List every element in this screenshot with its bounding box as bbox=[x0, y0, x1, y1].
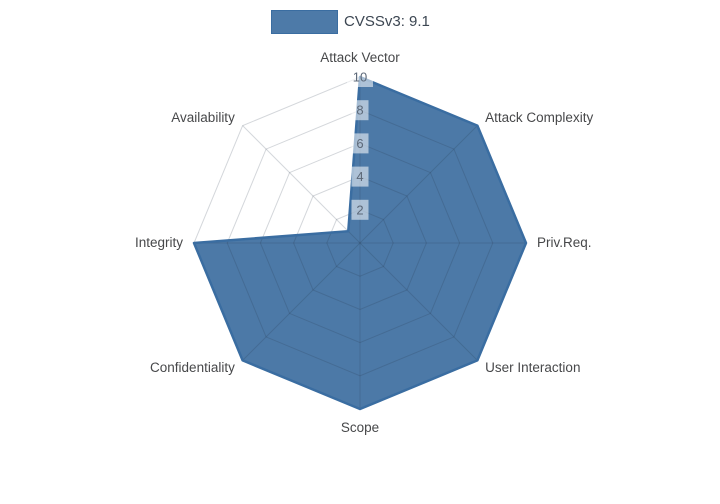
legend-label: CVSSv3: 9.1 bbox=[344, 13, 430, 30]
radial-tick: 4 bbox=[351, 166, 369, 187]
axis-label-confidentiality: Confidentiality bbox=[150, 360, 235, 375]
grid-ring bbox=[293, 176, 427, 310]
axis-label-availability: Availability bbox=[171, 110, 235, 125]
radial-tick-label: 2 bbox=[356, 202, 363, 217]
axis-label-attack-complexity: Attack Complexity bbox=[485, 110, 593, 125]
legend-swatch bbox=[271, 10, 338, 34]
series-outline bbox=[192, 75, 528, 411]
series-fill-polygon bbox=[194, 77, 526, 409]
grid-spoke bbox=[359, 125, 478, 244]
radial-tick-label: 6 bbox=[356, 136, 363, 151]
legend-item[interactable]: CVSSv3: 9.1 bbox=[271, 10, 430, 34]
radial-tick-label: 8 bbox=[356, 103, 363, 118]
grid-spoke bbox=[242, 125, 361, 244]
radial-tick: 10 bbox=[347, 67, 373, 87]
radial-tick-label: 10 bbox=[353, 70, 367, 85]
grid-ring bbox=[259, 142, 461, 344]
axis-label-attack-vector: Attack Vector bbox=[320, 50, 400, 65]
radial-tick-label: 4 bbox=[356, 169, 363, 184]
radial-tick: 6 bbox=[351, 133, 369, 154]
polar-grid bbox=[193, 76, 527, 410]
grid-spoke bbox=[242, 242, 361, 361]
radial-tick: 2 bbox=[351, 199, 369, 220]
grid-spoke bbox=[359, 242, 478, 361]
grid-ring bbox=[326, 209, 394, 277]
radial-tick: 8 bbox=[351, 100, 369, 121]
axis-label-user-interaction: User Interaction bbox=[485, 360, 580, 375]
axis-label-priv-req: Priv.Req. bbox=[537, 235, 592, 250]
axis-label-integrity: Integrity bbox=[135, 235, 183, 250]
grid-ring bbox=[226, 109, 494, 377]
axis-label-scope: Scope bbox=[341, 420, 379, 435]
